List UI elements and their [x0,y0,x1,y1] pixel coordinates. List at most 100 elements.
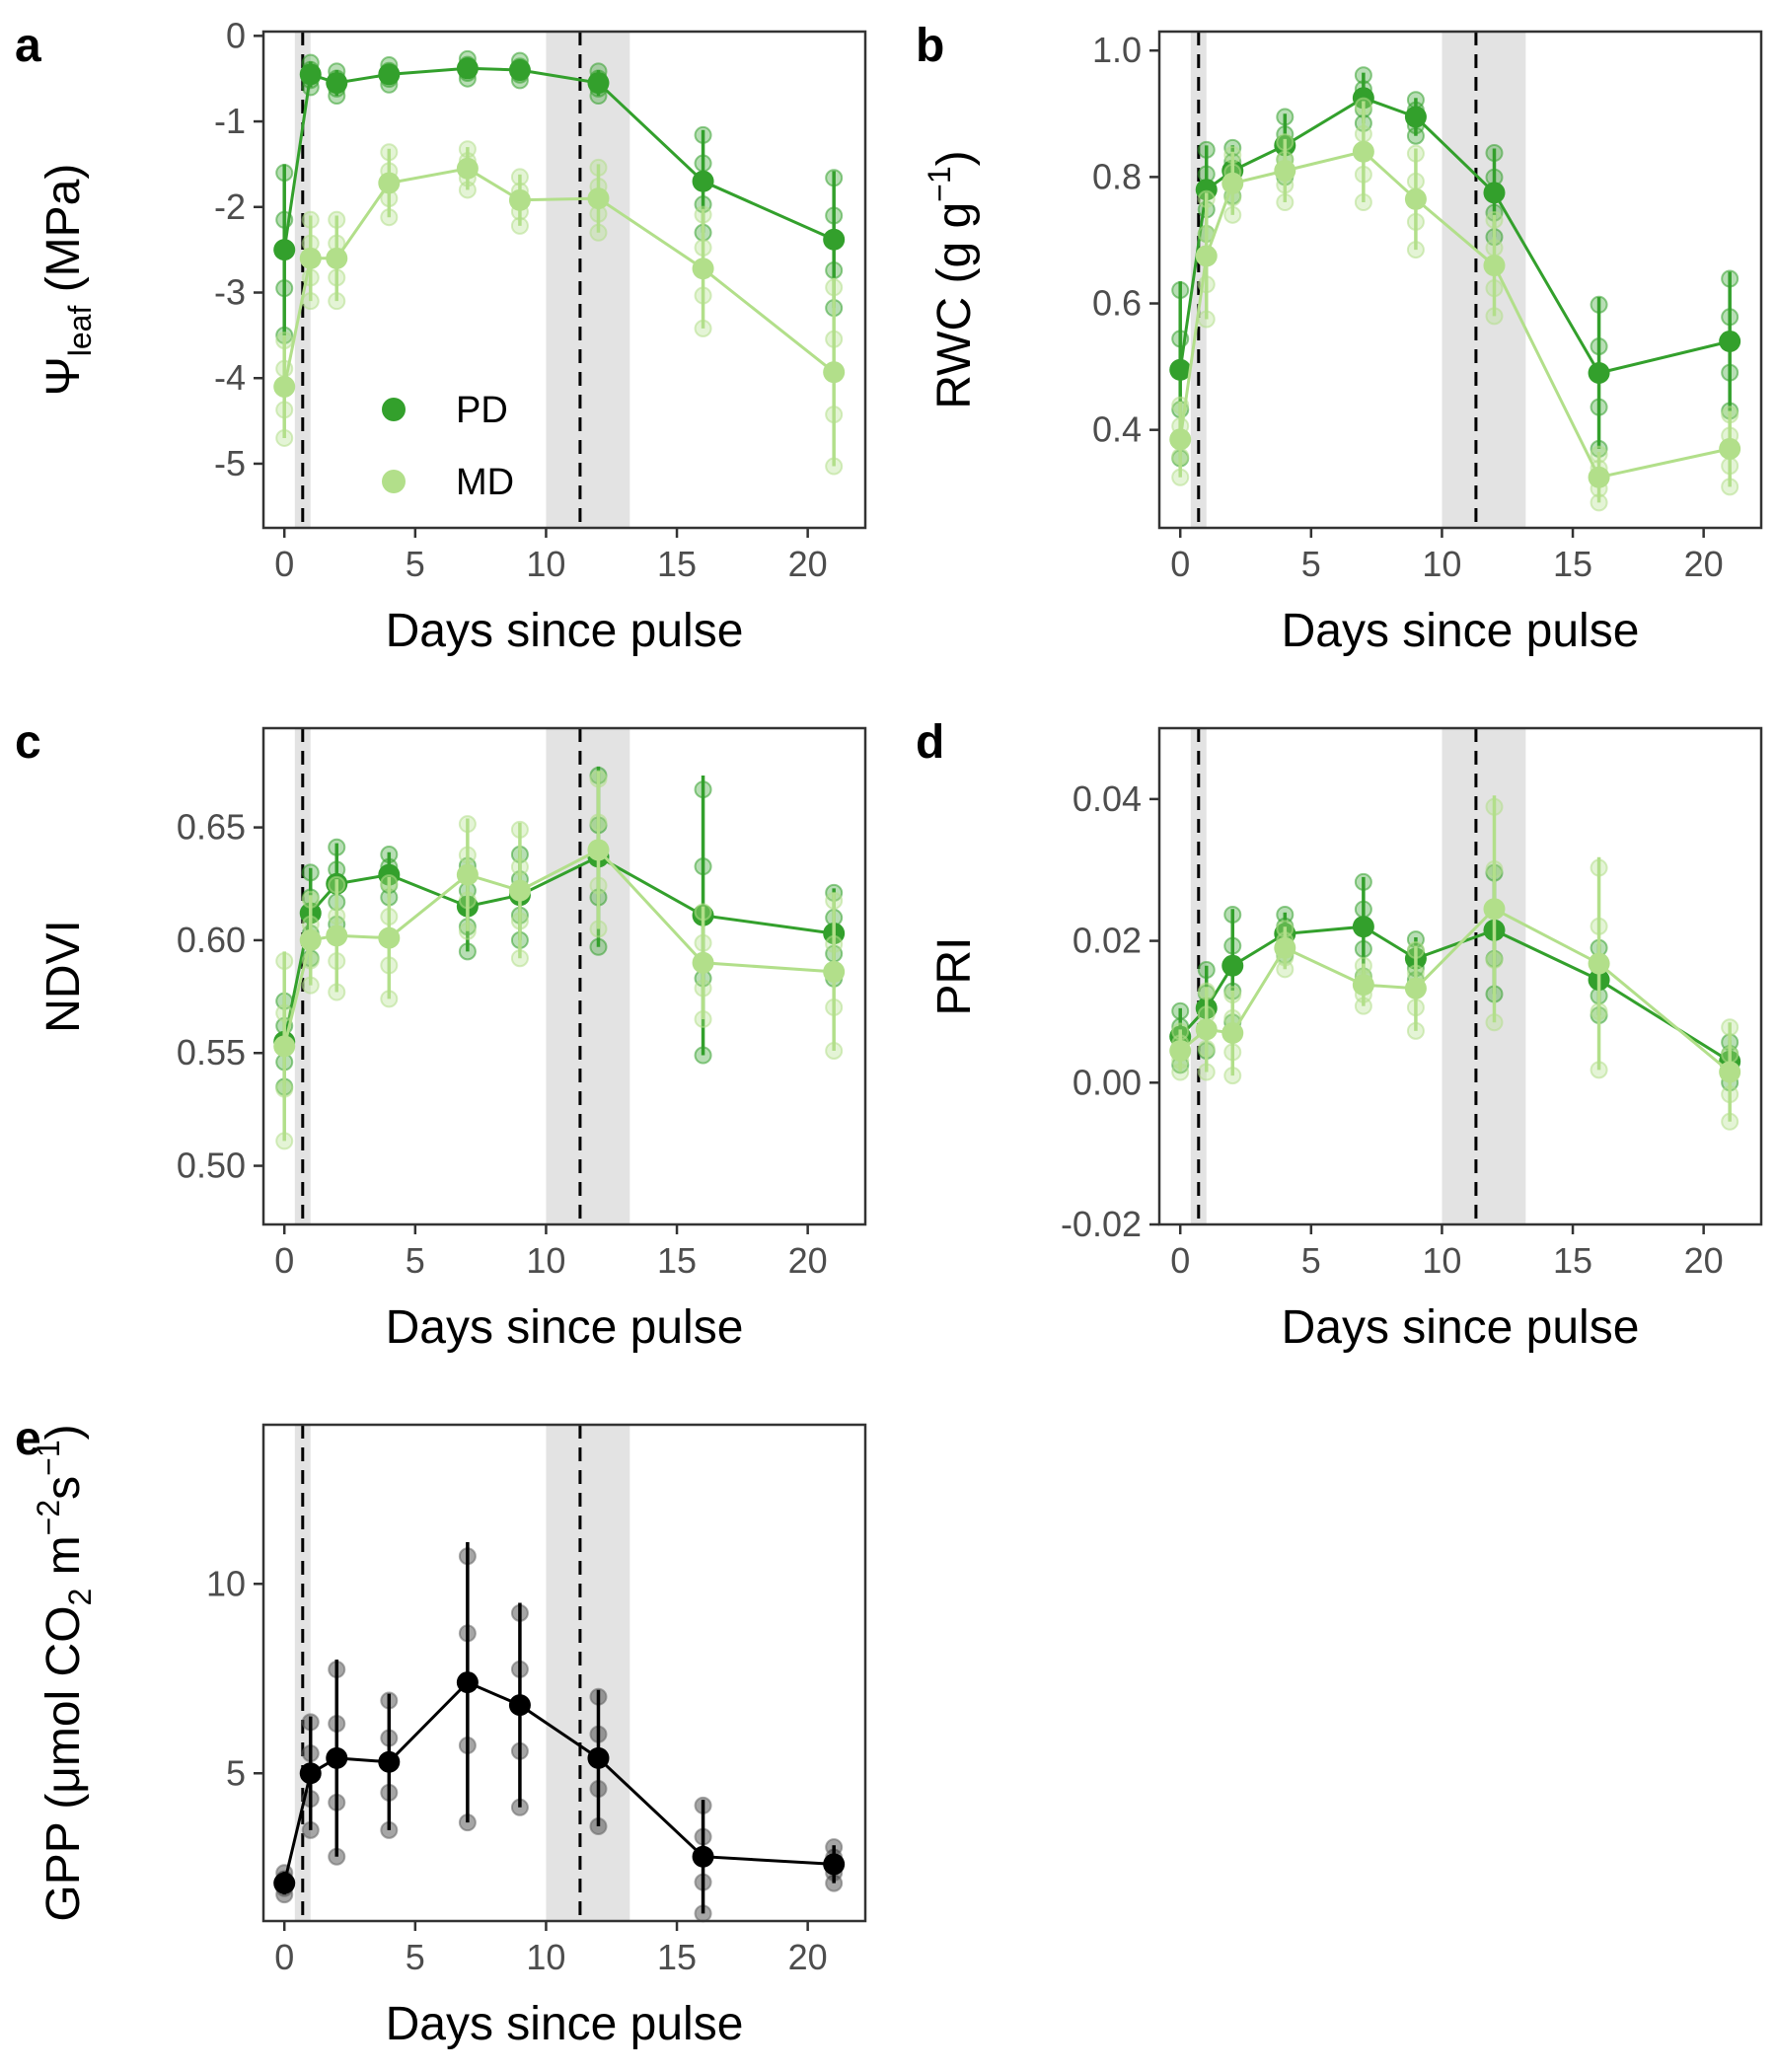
mean-point [1169,428,1192,451]
mean-point [1404,977,1427,999]
y-tick-label: 0.4 [1092,409,1142,450]
y-axis-title-part: RWC (g g [928,202,981,409]
mean-point [299,247,322,269]
panel-letter: d [916,716,944,769]
x-tick-label: 20 [788,1937,828,1977]
mean-point [1719,1061,1741,1083]
y-tick-label: 0.6 [1092,283,1142,324]
x-axis-title: Days since pulse [386,605,744,657]
mean-point [299,1762,322,1785]
mean-point [1195,1018,1218,1041]
y-axis-title-part: 2 [62,1589,98,1606]
shaded-interval [546,32,630,528]
y-tick-label: -3 [214,272,246,313]
y-axis-title-part: m [37,1535,90,1588]
legend-label: MD [456,462,514,503]
panel-letter: e [15,1413,41,1465]
y-axis-title: PRI [928,936,981,1015]
y-tick-label: 0.60 [177,920,246,960]
mean-point [692,951,714,974]
mean-point [273,375,296,398]
mean-point [299,928,322,951]
panel-letter: c [15,716,41,769]
mean-point [273,1872,296,1894]
mean-point [823,228,846,251]
x-tick-label: 15 [657,1240,697,1281]
series-md [273,140,846,476]
legend-swatch [382,470,406,493]
mean-point [1274,159,1296,182]
y-axis-title-part: PRI [928,936,981,1015]
legend-label: PD [456,390,508,431]
mean-point [1483,898,1506,921]
y-axis-title: Ψleaf (MPa) [37,164,98,397]
y-tick-label: 0 [226,15,246,55]
mean-point [692,1845,714,1868]
panel-letter: b [916,20,944,72]
y-axis-title-part: −1 [922,166,957,201]
x-tick-label: 0 [1170,544,1190,584]
x-tick-label: 20 [788,544,828,584]
shaded-interval [1442,728,1526,1224]
mean-point [378,1750,401,1773]
y-axis-title: NDVI [37,920,90,1033]
mean-point [587,839,610,861]
x-tick-label: 10 [1422,1240,1461,1281]
y-tick-label: 1.0 [1092,30,1142,70]
y-axis-title: RWC (g g−1) [922,150,981,408]
mean-point [273,1035,296,1058]
series-md [1169,795,1741,1131]
y-tick-label: -4 [214,357,246,398]
mean-point [456,57,479,80]
y-axis-title-part: NDVI [37,920,90,1033]
mean-point [823,960,846,983]
mean-point [508,59,531,82]
panel-b: b 0 5 10 15 20 0.4 0.6 0.8 1.0 Days since pulse RWC… [916,20,1763,657]
mean-point [378,172,401,194]
y-tick-label: 0.65 [177,807,246,848]
series-md [273,770,846,1150]
y-tick-label: 5 [226,1752,246,1793]
y-axis-title-part: −1 [31,1440,66,1475]
y-tick-label: 0.50 [177,1146,246,1186]
x-tick-label: 5 [406,1937,425,1977]
x-tick-label: 0 [1170,1240,1190,1281]
x-tick-label: 20 [1684,544,1724,584]
mean-point [1588,952,1610,975]
y-axis-title: GPP (μmol CO2 m−2s−1) [31,1424,98,1921]
y-axis-title-part: leaf [62,306,98,357]
plot-frame [261,726,867,1226]
y-tick-label: 0.02 [1073,921,1142,961]
panel-e: e 0 5 10 15 20 5 10 Days since pulse GPP (μmol CO… [15,1413,867,2050]
mean-point [1483,182,1506,204]
x-axis-title: Days since pulse [386,1301,744,1354]
mean-point [326,1746,348,1769]
legend: PD MD [382,390,514,503]
series-md [1169,97,1741,512]
x-tick-label: 10 [1422,544,1461,584]
x-tick-label: 5 [1301,1240,1321,1281]
mean-point [587,187,610,210]
y-axis-title-part: Ψ [37,356,90,396]
y-tick-label: 0.00 [1073,1062,1142,1102]
mean-point [1483,255,1506,277]
mean-point [1169,358,1192,381]
shaded-interval [546,1425,630,1921]
y-axis-title-part: ) [37,1424,90,1440]
panel-d: d 0 5 10 15 20 -0.02 0.00 0.02 0.04 Days since pul… [916,716,1763,1354]
y-axis-title-part: s [37,1476,90,1500]
x-tick-label: 15 [657,544,697,584]
x-tick-label: 5 [1301,544,1321,584]
panel-a: a 0 5 10 15 20 0 -1 -2 -3 -4 -5 Days since pulse Ψlea… [15,15,867,657]
x-tick-label: 0 [274,1240,294,1281]
y-tick-label: 0.04 [1073,778,1142,819]
x-tick-label: 15 [1553,1240,1592,1281]
mean-point [1221,1021,1244,1044]
mean-point [1352,974,1374,997]
x-tick-label: 10 [526,1240,565,1281]
mean-point [692,170,714,192]
shaded-interval [546,728,630,1224]
plot-frame [1157,726,1763,1226]
mean-point [508,1694,531,1717]
